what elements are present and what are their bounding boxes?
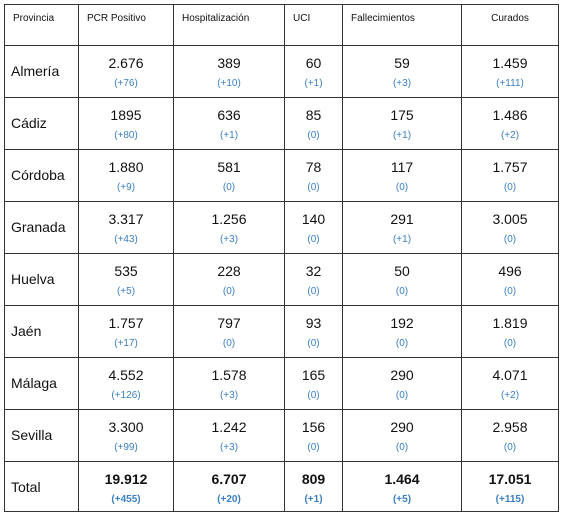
table-row: Málaga 4.552 (+126) 1.578 (+3) 165 (0) 290(… [4, 357, 559, 410]
province-cell: Cádiz [4, 97, 79, 150]
fall-cell: 59 (+3) [342, 45, 462, 98]
total-cur-cell: 17.051 (+115) [461, 461, 559, 512]
pcr-cell: 1895 (+80) [78, 97, 174, 150]
province-cell: Almería [4, 45, 79, 98]
fall-cell: 175 (+1) [342, 97, 462, 150]
uci-cell: 60 (+1) [284, 45, 343, 98]
cur-cell: 1.819 (0) [461, 305, 559, 358]
header-uci: UCI [284, 4, 343, 46]
covid-andalucia-table: Provincia PCR Positivo Hospitalización U… [4, 4, 559, 512]
hosp-cell: 1.578 (+3) [173, 357, 285, 410]
total-label-cell: Total [4, 461, 79, 512]
header-fallecimientos: Fallecimientos [342, 4, 462, 46]
cur-cell: 1.486 (+2) [461, 97, 559, 150]
table-row: Huelva 535 (+5) 228 (0) 32 (0) 50 (0) 496 (0) [4, 253, 559, 306]
hosp-cell: 1.256 (+3) [173, 201, 285, 254]
total-uci-cell: 809 (+1) [284, 461, 343, 512]
province-cell: Jaén [4, 305, 79, 358]
pcr-cell: 1.757 (+17) [78, 305, 174, 358]
fall-cell: 117 (0) [342, 149, 462, 202]
uci-cell: 165 (0) [284, 357, 343, 410]
province-cell: Málaga [4, 357, 79, 410]
fall-cell: 291 (+1) [342, 201, 462, 254]
table-row: Granada 3.317 (+43) 1.256 (+3) 140 (0) 291(… [4, 201, 559, 254]
table-row: Córdoba 1.880 (+9) 581 (0) 78 (0) 117 (0) 1.… [4, 149, 559, 202]
uci-cell: 140 (0) [284, 201, 343, 254]
table-row: Jaén 1.757 (+17) 797 (0) 93 (0) 192 (0) 1.81… [4, 305, 559, 358]
table-row: Sevilla 3.300 (+99) 1.242 (+3) 156 (0) 290(… [4, 409, 559, 462]
hosp-cell: 636 (+1) [173, 97, 285, 150]
header-provincia: Provincia [4, 4, 79, 46]
pcr-cell: 2.676 (+76) [78, 45, 174, 98]
total-hosp-cell: 6.707 (+20) [173, 461, 285, 512]
province-cell: Córdoba [4, 149, 79, 202]
cur-cell: 4.071 (+2) [461, 357, 559, 410]
header-row: Provincia PCR Positivo Hospitalización U… [4, 4, 559, 46]
uci-cell: 85 (0) [284, 97, 343, 150]
hosp-cell: 581 (0) [173, 149, 285, 202]
hosp-cell: 1.242 (+3) [173, 409, 285, 462]
pcr-cell: 3.317 (+43) [78, 201, 174, 254]
province-cell: Granada [4, 201, 79, 254]
cur-cell: 1.757 (0) [461, 149, 559, 202]
uci-cell: 156 (0) [284, 409, 343, 462]
fall-cell: 290 (0) [342, 409, 462, 462]
pcr-cell: 1.880 (+9) [78, 149, 174, 202]
province-cell: Sevilla [4, 409, 79, 462]
uci-cell: 78 (0) [284, 149, 343, 202]
cur-cell: 3.005 (0) [461, 201, 559, 254]
fall-cell: 50 (0) [342, 253, 462, 306]
table-row: Cádiz 1895 (+80) 636 (+1) 85 (0) 175 (+1) 1.… [4, 97, 559, 150]
pcr-cell: 3.300 (+99) [78, 409, 174, 462]
cur-cell: 496 (0) [461, 253, 559, 306]
pcr-cell: 535 (+5) [78, 253, 174, 306]
cur-cell: 2.958 (0) [461, 409, 559, 462]
cur-cell: 1.459 (+111) [461, 45, 559, 98]
hosp-cell: 228 (0) [173, 253, 285, 306]
hosp-cell: 797 (0) [173, 305, 285, 358]
province-cell: Huelva [4, 253, 79, 306]
hosp-cell: 389 (+10) [173, 45, 285, 98]
total-pcr-cell: 19.912 (+455) [78, 461, 174, 512]
total-row: Total 19.912 (+455) 6.707 (+20) 809 (+1) 1.… [4, 461, 559, 512]
uci-cell: 93 (0) [284, 305, 343, 358]
pcr-cell: 4.552 (+126) [78, 357, 174, 410]
total-fall-cell: 1.464 (+5) [342, 461, 462, 512]
header-pcr-positivo: PCR Positivo [78, 4, 174, 46]
table-row: Almería 2.676 (+76) 389 (+10) 60 (+1) 59 (+3… [4, 45, 559, 98]
header-curados: Curados [461, 4, 559, 46]
fall-cell: 192 (0) [342, 305, 462, 358]
uci-cell: 32 (0) [284, 253, 343, 306]
header-hospitalizacion: Hospitalización [173, 4, 285, 46]
fall-cell: 290 (0) [342, 357, 462, 410]
